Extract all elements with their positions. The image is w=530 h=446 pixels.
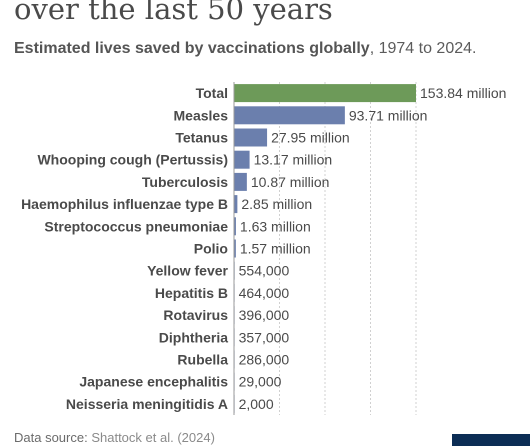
category-label-5: Haemophilus influenzae type B [21,196,228,212]
value-label-14: 2,000 [239,396,274,412]
value-label-3: 13.17 million [254,152,333,168]
value-label-13: 29,000 [239,374,282,390]
category-label-0: Total [196,85,228,101]
category-label-2: Tetanus [175,130,228,146]
category-label-11: Diphtheria [159,329,228,345]
subtitle-rest: , 1974 to 2024. [369,40,477,57]
value-label-9: 464,000 [239,285,290,301]
chart-subtitle: Estimated lives saved by vaccinations gl… [14,40,476,58]
value-label-5: 2.85 million [241,196,312,212]
value-label-12: 286,000 [239,352,290,368]
category-label-10: Rotavirus [163,307,228,323]
value-label-0: 153.84 million [420,85,506,101]
value-label-6: 1.63 million [240,218,311,234]
value-label-1: 93.71 million [349,107,428,123]
value-label-10: 396,000 [239,307,290,323]
bar-1 [234,106,345,125]
bar-6 [234,217,236,236]
value-label-2: 27.95 million [271,130,350,146]
bar-4 [234,172,247,191]
data-source: Data source: Shattock et al. (2024) [14,430,215,445]
subtitle-bold: Estimated lives saved by vaccinations gl… [14,40,370,57]
category-label-9: Hepatitis B [155,285,228,301]
category-label-1: Measles [174,107,229,123]
value-label-7: 1.57 million [240,241,311,257]
category-label-8: Yellow fever [147,263,228,279]
category-label-13: Japanese encephalitis [79,374,228,390]
category-label-6: Streptococcus pneumoniae [44,218,228,234]
source-label: Data source: [14,430,88,445]
value-label-8: 554,000 [239,263,290,279]
category-label-3: Whooping cough (Pertussis) [37,152,228,168]
bar-5 [234,195,238,214]
value-label-4: 10.87 million [251,174,330,190]
source-link[interactable]: Shattock et al. (2024) [91,430,215,445]
category-label-14: Neisseria meningitidis A [66,396,228,412]
category-label-12: Rubella [177,352,228,368]
bar-0 [234,84,416,103]
bar-2 [234,128,268,147]
value-label-11: 357,000 [239,329,290,345]
category-label-4: Tuberculosis [142,174,228,190]
logo [452,434,530,446]
bar-3 [234,150,250,169]
chart-title: over the last 50 years [14,0,333,26]
category-label-7: Polio [194,241,228,257]
bar-7 [234,239,236,258]
